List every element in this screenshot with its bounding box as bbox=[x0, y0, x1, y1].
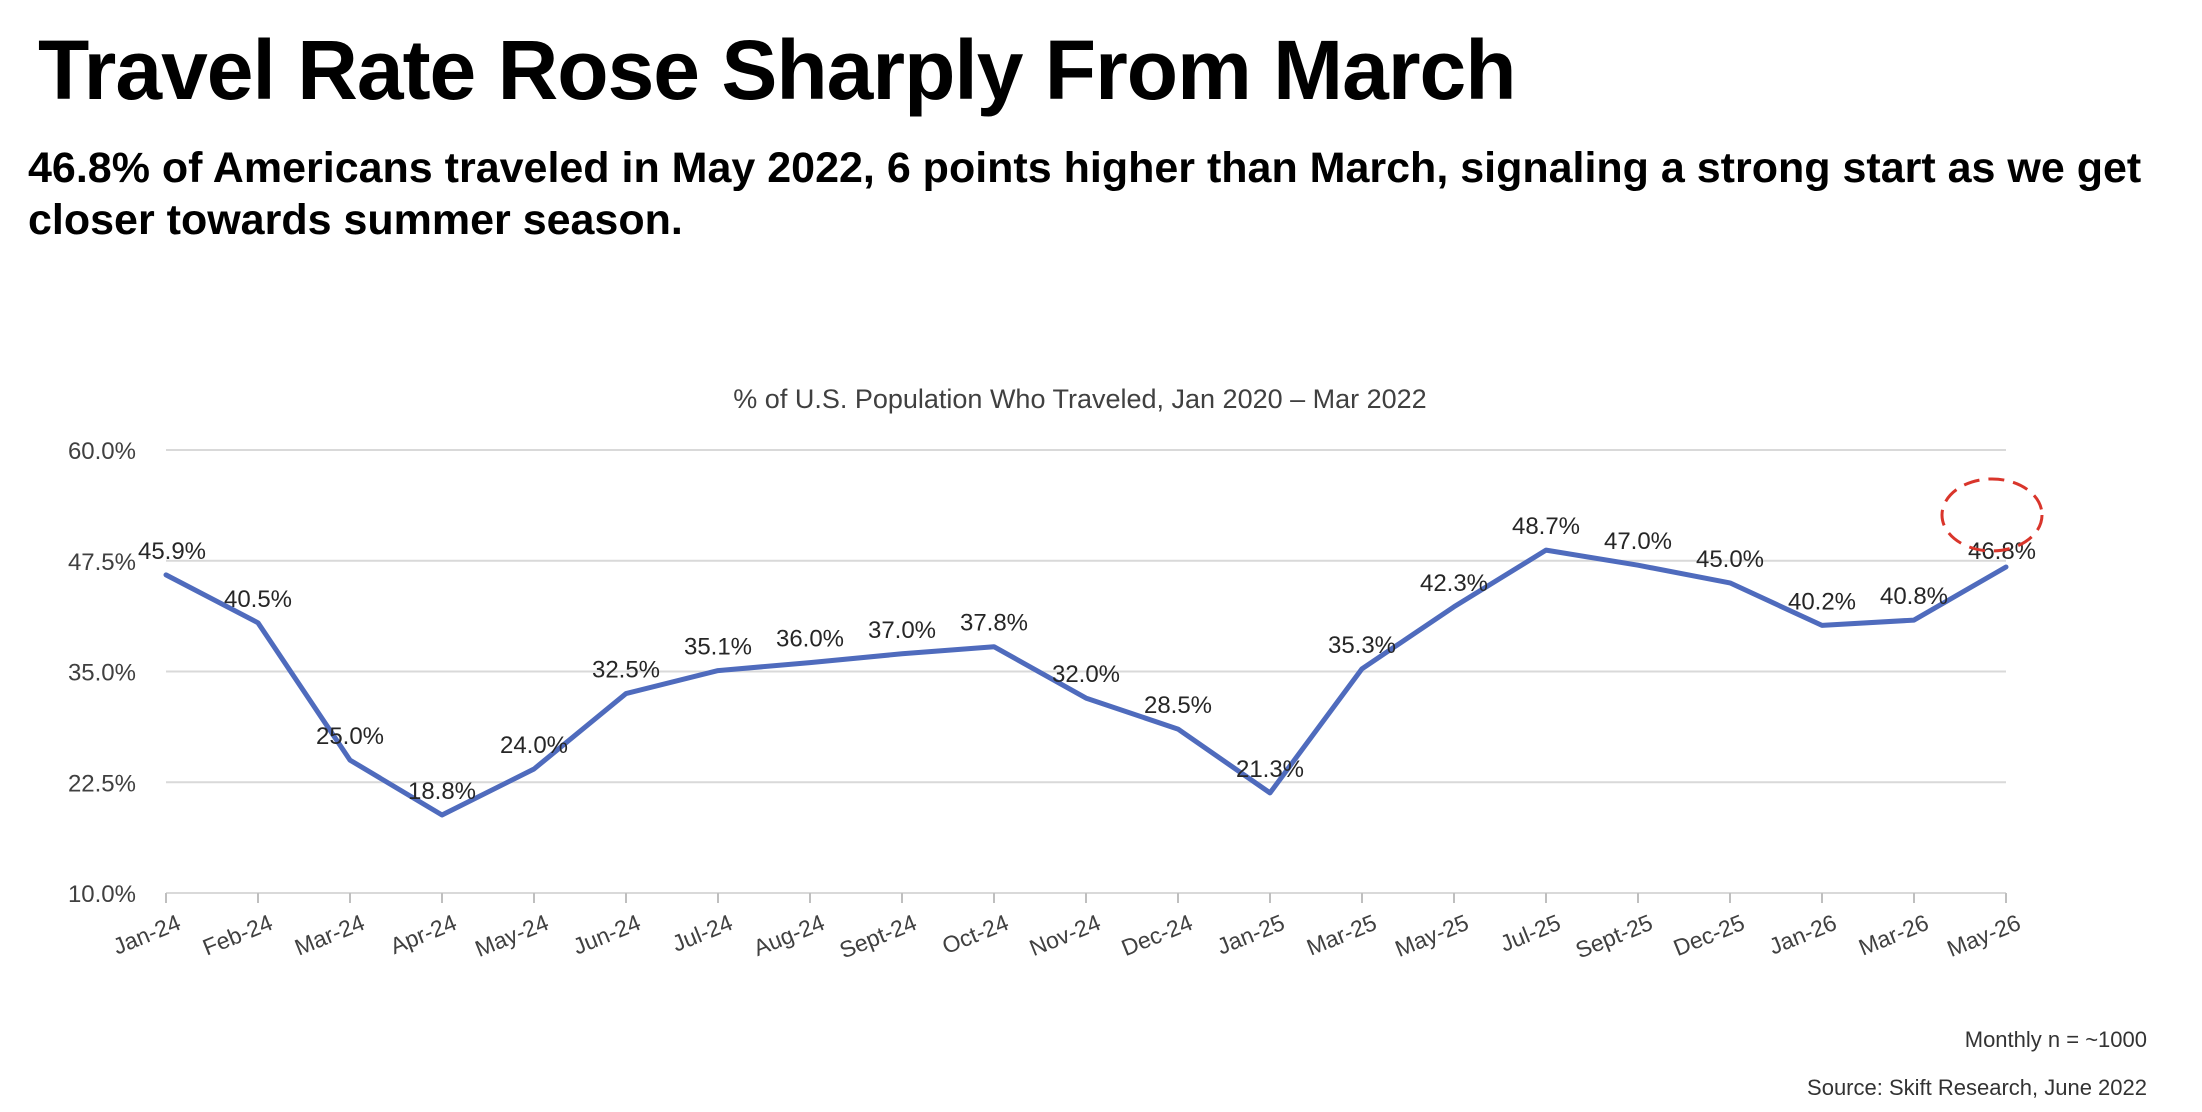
data-label: 40.8% bbox=[1880, 583, 1948, 610]
data-label: 37.8% bbox=[960, 610, 1028, 637]
data-label: 47.0% bbox=[1604, 528, 1672, 555]
x-tick-label: Jul-25 bbox=[1496, 909, 1564, 957]
data-label: 45.0% bbox=[1696, 546, 1764, 573]
y-tick-label: 10.0% bbox=[68, 881, 136, 908]
y-axis-ticks: 10.0% 22.5% 35.0% 47.5% 60.0% bbox=[68, 438, 136, 908]
x-tick-label: Sept-25 bbox=[1572, 909, 1656, 963]
page-title: Travel Rate Rose Sharply From March bbox=[38, 23, 1517, 117]
x-tick-label: Jan-25 bbox=[1213, 909, 1288, 959]
x-tick-label: Mar-24 bbox=[291, 909, 368, 960]
x-tick-label: Jul-24 bbox=[668, 909, 736, 957]
y-tick-label: 22.5% bbox=[68, 770, 136, 797]
x-tick-label: Aug-24 bbox=[750, 909, 829, 961]
y-tick-label: 35.0% bbox=[68, 660, 136, 687]
x-tick-label: May-24 bbox=[471, 909, 552, 962]
y-tick-label: 60.0% bbox=[68, 438, 136, 465]
highlight-circle bbox=[1940, 477, 2044, 553]
data-label: 32.5% bbox=[592, 657, 660, 684]
data-label: 40.2% bbox=[1788, 588, 1856, 615]
data-label: 28.5% bbox=[1144, 692, 1212, 719]
data-label: 21.3% bbox=[1236, 756, 1304, 783]
x-tick-label: Jan-26 bbox=[1765, 909, 1840, 959]
data-labels: 45.9% 40.5% 25.0% 18.8% 24.0% 32.5% 35.1% 36.0%… bbox=[138, 513, 2036, 816]
data-label: 32.0% bbox=[1052, 661, 1120, 688]
data-label: 45.9% bbox=[138, 538, 206, 565]
page-subtitle: 46.8% of Americans traveled in May 2022,… bbox=[28, 144, 2142, 245]
x-tick-label: Mar-25 bbox=[1303, 909, 1380, 960]
data-label: 36.0% bbox=[776, 626, 844, 653]
x-axis: Jan-24 Feb-24 Mar-24 Apr-24 May-24 Jun-24 Jul-… bbox=[109, 892, 2024, 963]
x-tick-label: Mar-26 bbox=[1855, 909, 1932, 960]
data-label: 48.7% bbox=[1512, 513, 1580, 540]
x-tick-label: Dec-25 bbox=[1670, 909, 1748, 961]
data-label: 42.3% bbox=[1420, 570, 1488, 597]
annotations bbox=[1940, 477, 2044, 553]
x-tick-label: May-26 bbox=[1943, 909, 2024, 962]
y-tick-label: 47.5% bbox=[68, 549, 136, 576]
data-label: 35.3% bbox=[1328, 632, 1396, 659]
sample-size-note: Monthly n = ~1000 bbox=[1964, 1027, 2147, 1052]
data-label: 25.0% bbox=[316, 723, 384, 750]
x-tick-label: Sept-24 bbox=[836, 909, 921, 963]
data-label: 35.1% bbox=[684, 634, 752, 661]
x-tick-label: Oct-24 bbox=[938, 909, 1012, 959]
data-label: 18.8% bbox=[408, 778, 476, 805]
x-tick-label: Feb-24 bbox=[199, 909, 277, 960]
x-tick-label: Apr-24 bbox=[386, 909, 460, 959]
data-label: 37.0% bbox=[868, 617, 936, 644]
x-tick-label: May-25 bbox=[1391, 909, 1472, 962]
x-tick-label: Dec-24 bbox=[1118, 909, 1197, 961]
x-tick-label: Jun-24 bbox=[569, 909, 644, 960]
data-label: 40.5% bbox=[224, 586, 292, 613]
source-note: Source: Skift Research, June 2022 bbox=[1807, 1075, 2147, 1100]
data-label: 24.0% bbox=[500, 732, 568, 759]
x-tick-label: Jan-24 bbox=[109, 909, 184, 960]
chart-title: % of U.S. Population Who Traveled, Jan 2… bbox=[733, 384, 1426, 414]
x-tick-label: Nov-24 bbox=[1026, 909, 1105, 961]
